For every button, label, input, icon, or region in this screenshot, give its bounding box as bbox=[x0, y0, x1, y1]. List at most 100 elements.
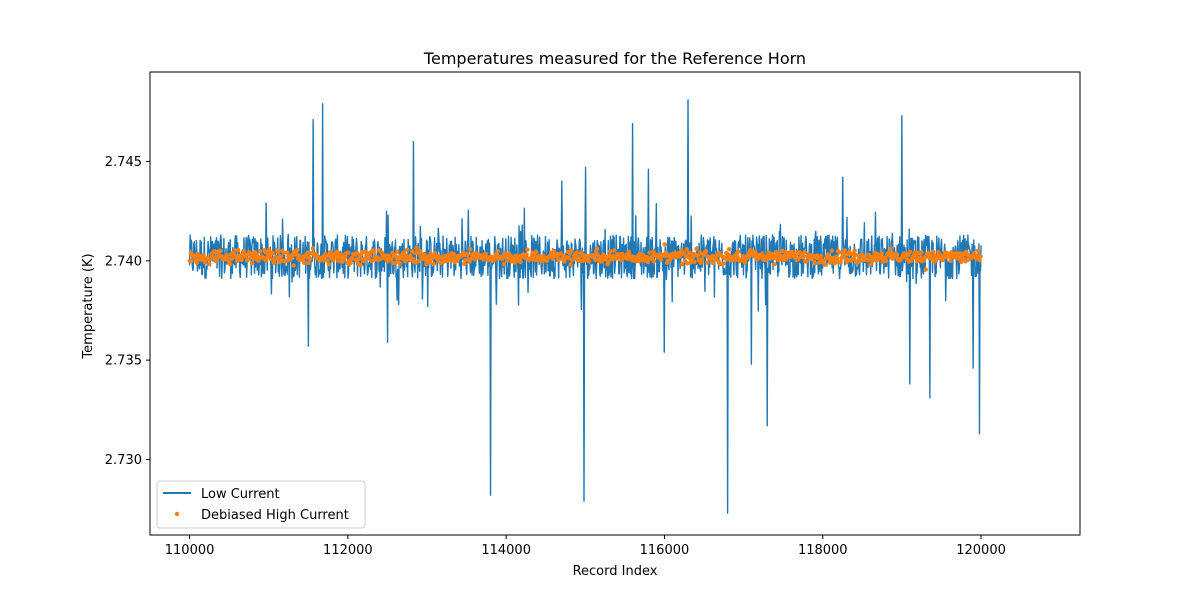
high-current-points bbox=[187, 242, 983, 272]
high-current-point bbox=[281, 250, 287, 256]
high-current-point bbox=[569, 248, 574, 253]
high-current-point bbox=[253, 250, 258, 256]
high-current-point bbox=[468, 247, 473, 252]
high-current-point bbox=[301, 260, 307, 265]
high-current-point bbox=[284, 258, 289, 263]
high-current-point bbox=[533, 249, 539, 254]
high-current-point bbox=[977, 257, 982, 263]
high-current-point bbox=[703, 249, 709, 254]
high-current-point bbox=[489, 254, 494, 260]
high-current-point bbox=[694, 246, 699, 251]
high-current-point bbox=[303, 255, 309, 260]
high-current-point bbox=[879, 251, 884, 256]
high-current-point bbox=[525, 247, 530, 252]
high-current-point bbox=[829, 248, 835, 253]
x-tick-label: 110000 bbox=[165, 543, 215, 558]
legend: Low Current Debiased High Current bbox=[156, 480, 366, 529]
high-current-point bbox=[235, 247, 241, 253]
high-current-point bbox=[574, 250, 580, 255]
y-axis-label: Temperature (K) bbox=[81, 253, 96, 359]
high-current-point bbox=[781, 253, 787, 259]
high-current-point bbox=[733, 257, 738, 262]
high-current-point bbox=[336, 258, 341, 264]
high-current-point bbox=[906, 252, 911, 258]
high-current-point bbox=[888, 246, 893, 251]
high-current-point bbox=[551, 248, 557, 254]
high-current-point bbox=[369, 258, 375, 264]
high-current-point bbox=[842, 252, 847, 258]
x-tick-label: 120000 bbox=[956, 543, 1006, 558]
high-current-point bbox=[884, 258, 889, 264]
high-current-point bbox=[647, 250, 652, 255]
high-current-point bbox=[662, 242, 667, 247]
high-current-point bbox=[268, 256, 273, 262]
chart-title: Temperatures measured for the Reference … bbox=[423, 49, 806, 68]
high-current-point bbox=[537, 254, 542, 259]
high-current-point bbox=[704, 260, 710, 265]
high-current-point bbox=[358, 262, 363, 268]
high-current-point bbox=[591, 252, 596, 258]
high-current-point bbox=[721, 261, 726, 266]
high-current-point bbox=[431, 261, 436, 267]
high-current-point bbox=[838, 259, 843, 265]
high-current-point bbox=[645, 259, 651, 265]
high-current-point bbox=[853, 252, 858, 258]
high-current-point bbox=[483, 251, 489, 257]
high-current-point bbox=[951, 251, 957, 256]
y-tick-label: 2.745 bbox=[105, 155, 142, 170]
high-current-point bbox=[870, 258, 875, 264]
high-current-point bbox=[291, 263, 296, 268]
high-current-point bbox=[801, 253, 806, 259]
high-current-point bbox=[271, 260, 277, 265]
high-current-point bbox=[868, 262, 873, 267]
high-current-point bbox=[627, 251, 632, 257]
high-current-point bbox=[249, 251, 254, 257]
high-current-point bbox=[481, 257, 486, 262]
high-current-point bbox=[305, 250, 310, 255]
high-current-point bbox=[692, 259, 697, 265]
high-current-point bbox=[329, 252, 334, 257]
x-tick-label: 114000 bbox=[481, 543, 531, 558]
high-current-point bbox=[822, 262, 827, 267]
high-current-point bbox=[346, 250, 351, 255]
high-current-point bbox=[760, 251, 765, 256]
high-current-point bbox=[978, 254, 983, 259]
high-current-point bbox=[389, 256, 394, 262]
high-current-point bbox=[501, 262, 507, 267]
high-current-point bbox=[833, 260, 838, 265]
legend-box bbox=[156, 480, 366, 529]
low-current-line bbox=[188, 99, 982, 514]
plot-area bbox=[187, 99, 983, 514]
high-current-point bbox=[612, 248, 617, 253]
high-current-point bbox=[250, 260, 255, 266]
high-current-point bbox=[414, 245, 419, 251]
high-current-point bbox=[275, 249, 281, 255]
high-current-point bbox=[593, 257, 598, 263]
high-current-point bbox=[189, 258, 194, 263]
high-current-point bbox=[324, 258, 330, 263]
high-current-point bbox=[555, 257, 561, 262]
legend-label-high-current: Debiased High Current bbox=[201, 508, 349, 523]
high-current-point bbox=[566, 256, 572, 261]
x-tick-label: 118000 bbox=[798, 543, 848, 558]
high-current-point bbox=[857, 258, 863, 264]
high-current-point bbox=[356, 256, 362, 262]
high-current-point bbox=[802, 249, 807, 255]
high-current-point bbox=[834, 256, 840, 261]
high-current-point bbox=[257, 249, 263, 254]
high-current-point bbox=[562, 259, 567, 264]
high-current-point bbox=[669, 255, 675, 260]
high-current-point bbox=[887, 251, 893, 257]
high-current-point bbox=[335, 249, 340, 254]
high-current-point bbox=[689, 259, 694, 265]
high-current-point bbox=[842, 248, 848, 253]
y-tick-label: 2.735 bbox=[105, 354, 142, 369]
high-current-point bbox=[461, 250, 466, 255]
high-current-point bbox=[213, 255, 218, 260]
high-current-point bbox=[469, 256, 474, 261]
high-current-point bbox=[913, 255, 918, 261]
high-current-point bbox=[851, 256, 856, 262]
high-current-point bbox=[595, 252, 600, 257]
